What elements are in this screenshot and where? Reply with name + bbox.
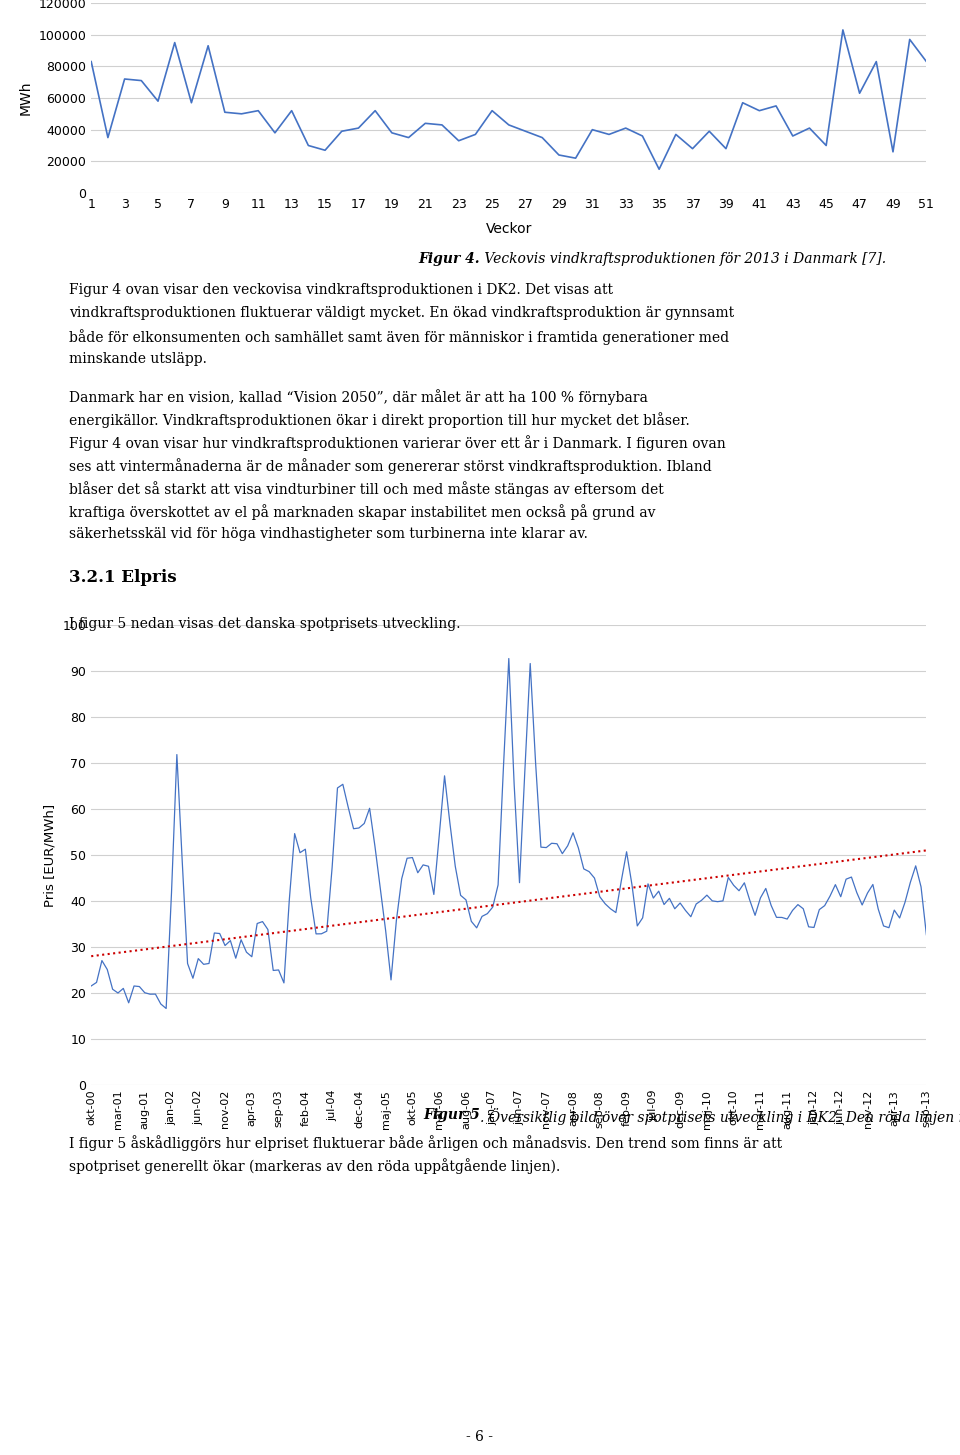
Text: Danmark har en vision, kallad “Vision 2050”, där målet är att ha 100 % förnybara: Danmark har en vision, kallad “Vision 20…: [69, 390, 648, 406]
X-axis label: Veckor: Veckor: [486, 223, 532, 236]
Text: blåser det så starkt att visa vindturbiner till och med måste stängas av efterso: blåser det så starkt att visa vindturbin…: [69, 482, 664, 498]
Text: både för elkonsumenten och samhället samt även för människor i framtida generati: både för elkonsumenten och samhället sam…: [69, 329, 730, 345]
Text: säkerhetsskäl vid för höga vindhastigheter som turbinerna inte klarar av.: säkerhetsskäl vid för höga vindhastighet…: [69, 528, 588, 541]
Text: 3.2.1 Elpris: 3.2.1 Elpris: [69, 569, 177, 586]
Text: - 6 -: - 6 -: [467, 1430, 493, 1443]
Text: minskande utsläpp.: minskande utsläpp.: [69, 352, 207, 367]
Text: Figur 4 ovan visar den veckovisa vindkraftsproduktionen i DK2. Det visas att: Figur 4 ovan visar den veckovisa vindkra…: [69, 284, 613, 297]
Text: I figur 5 nedan visas det danska spotprisets utveckling.: I figur 5 nedan visas det danska spotpri…: [69, 617, 461, 631]
Y-axis label: MWh: MWh: [19, 80, 33, 115]
Text: I figur 5 åskådliggörs hur elpriset fluktuerar både årligen och månadsvis. Den t: I figur 5 åskådliggörs hur elpriset fluk…: [69, 1135, 782, 1151]
Text: kraftiga överskottet av el på marknaden skapar instabilitet men också på grund a: kraftiga överskottet av el på marknaden …: [69, 505, 656, 521]
Text: spotpriset generellt ökar (markeras av den röda uppåtgående linjen).: spotpriset generellt ökar (markeras av d…: [69, 1158, 561, 1174]
Text: . Översiktlig bild över spotprisets utveckling i DK2. Den röda linjen markerar t: . Översiktlig bild över spotprisets utve…: [480, 1109, 960, 1125]
Text: ses att vintermånaderna är de månader som genererar störst vindkraftsproduktion.: ses att vintermånaderna är de månader so…: [69, 458, 712, 474]
Text: energikällor. Vindkraftsproduktionen ökar i direkt proportion till hur mycket de: energikällor. Vindkraftsproduktionen öka…: [69, 413, 690, 428]
Text: Figur 5: Figur 5: [423, 1109, 480, 1122]
Text: Veckovis vindkraftsproduktionen för 2013 i Danmark [7].: Veckovis vindkraftsproduktionen för 2013…: [480, 252, 886, 266]
Text: Figur 4 ovan visar hur vindkraftsproduktionen varierar över ett år i Danmark. I : Figur 4 ovan visar hur vindkraftsprodukt…: [69, 435, 726, 451]
Text: Figur 4.: Figur 4.: [419, 252, 480, 266]
Y-axis label: Pris [EUR/MWh]: Pris [EUR/MWh]: [44, 803, 57, 906]
Text: vindkraftsproduktionen fluktuerar väldigt mycket. En ökad vindkraftsproduktion ä: vindkraftsproduktionen fluktuerar väldig…: [69, 306, 734, 320]
